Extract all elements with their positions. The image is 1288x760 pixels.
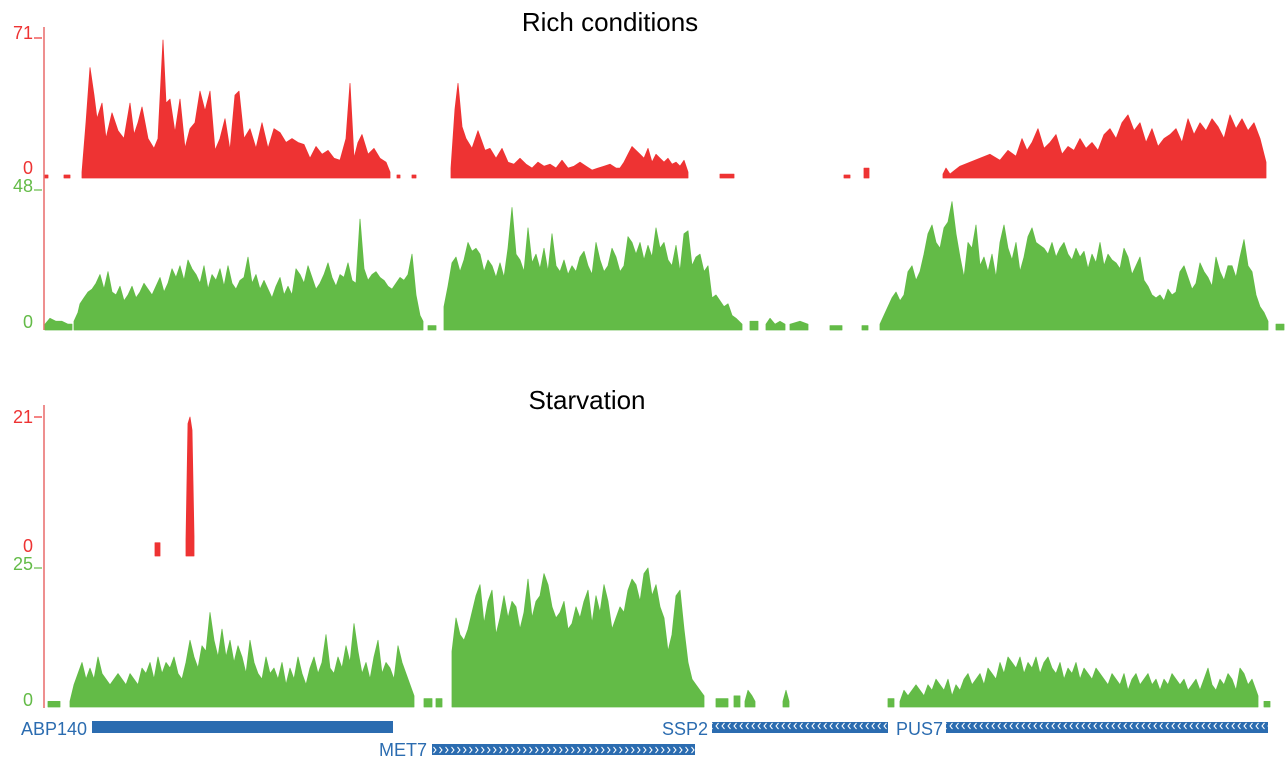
rich-red-ymin-label: 0 [23, 158, 33, 178]
rich-red-coverage-segment-7 [843, 174, 851, 179]
coverage-tracks [44, 39, 1285, 708]
rich-green-coverage-segment-8 [861, 325, 869, 331]
rich-red-ymax-label: 71 [13, 23, 33, 43]
gene-label-ssp2: SSP2 [662, 719, 708, 739]
starv-green-ymin-label: 0 [23, 690, 33, 710]
rich-red-coverage-segment-9 [942, 114, 1267, 179]
starv-red-ymax-label: 21 [13, 407, 33, 427]
rich-red-coverage-segment-1 [63, 174, 71, 179]
starv-green-coverage-segment-10 [899, 656, 1259, 708]
rich-green-coverage-segment-10 [1275, 323, 1285, 331]
starv-green-coverage-segment-8 [782, 689, 790, 708]
rich-red-coverage-segment-2 [81, 39, 391, 179]
gene-label-pus7: PUS7 [896, 719, 943, 739]
starv-green-coverage-segment-7 [744, 689, 756, 708]
rich-green-coverage-segment-9 [879, 201, 1269, 331]
panel-title-rich: Rich conditions [522, 7, 698, 37]
gene-label-met7: MET7 [379, 740, 427, 760]
gene-bar-met7 [432, 744, 695, 755]
starv-green-coverage-segment-0 [47, 701, 61, 708]
starv-green-coverage-segment-9 [887, 698, 895, 708]
rich-green-coverage-segment-7 [829, 325, 843, 331]
panel-title-starvation: Starvation [528, 385, 645, 415]
rich-red-coverage-segment-4 [411, 174, 417, 179]
starv-green-ymax-label: 25 [13, 554, 33, 574]
starv-green-coverage-segment-3 [435, 698, 443, 708]
gene-bar-abp140 [92, 721, 393, 733]
gene-bar-ssp2 [712, 722, 888, 733]
rich-green-ymin-label: 0 [23, 312, 33, 332]
gene-bar-pus7 [946, 722, 1268, 733]
starv-green-coverage-segment-1 [69, 612, 415, 708]
starv-red-coverage-segment-1 [185, 416, 195, 557]
starv-green-coverage-segment-5 [715, 698, 729, 708]
rich-green-coverage-segment-3 [443, 207, 743, 331]
starv-green-coverage-segment-4 [451, 567, 705, 708]
gene-label-abp140: ABP140 [21, 719, 87, 739]
starv-green-coverage-segment-11 [1263, 701, 1271, 708]
rich-red-coverage-segment-8 [863, 167, 870, 179]
rich-red-coverage-segment-6 [719, 173, 735, 179]
rich-green-coverage-segment-4 [749, 320, 759, 331]
rich-green-coverage-segment-1 [73, 218, 424, 331]
gene-annotation-track: ABP140 MET7 SSP2 PUS7 [21, 719, 1268, 760]
starv-red-ymin-label: 0 [23, 536, 33, 556]
rich-red-coverage-segment-0 [44, 174, 49, 179]
rich-green-coverage-segment-6 [789, 320, 809, 331]
starv-green-coverage-segment-6 [733, 695, 741, 708]
starv-red-coverage-segment-0 [154, 542, 161, 557]
rich-green-coverage-segment-0 [44, 317, 73, 331]
starv-green-coverage-segment-2 [423, 698, 433, 708]
rich-red-coverage-segment-5 [450, 83, 689, 179]
rich-red-coverage-segment-3 [396, 174, 401, 179]
rich-green-coverage-segment-5 [765, 317, 786, 331]
rich-green-coverage-segment-2 [427, 325, 437, 331]
rich-green-ymax-label: 48 [13, 176, 33, 196]
